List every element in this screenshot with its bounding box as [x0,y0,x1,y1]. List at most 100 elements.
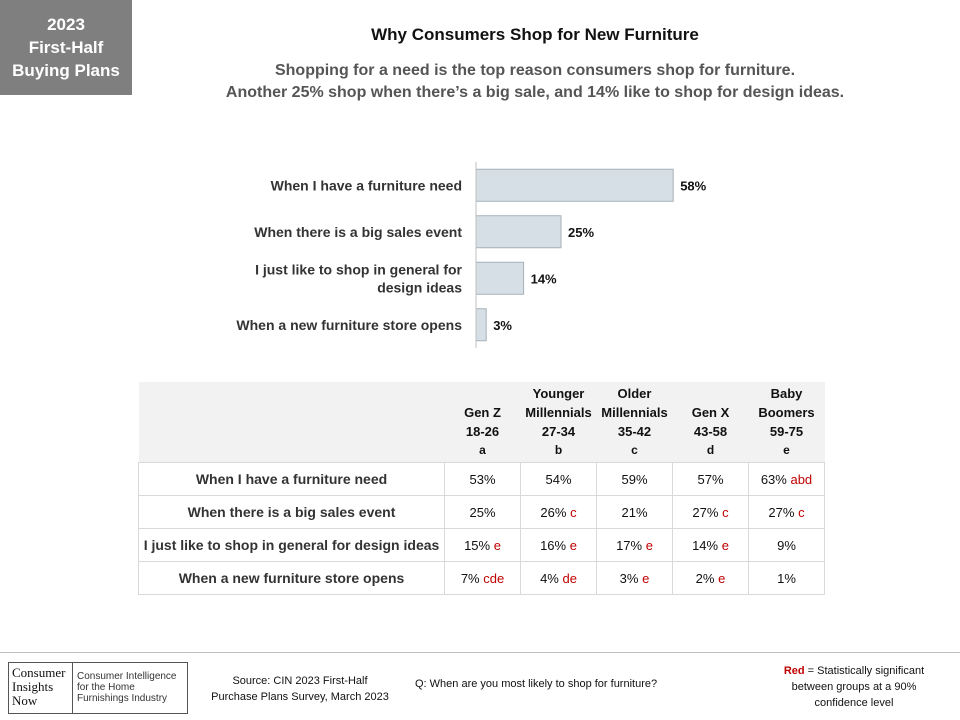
significance-text: between groups at a 90% [791,681,917,693]
category-label: When I have a furniture need [271,177,462,193]
significance-letters: e [642,537,653,553]
column-header-line: d [706,443,715,457]
table-cell: 59% [596,462,673,496]
badge-year: 2023 [47,15,85,34]
category-label: When a new furniture store opens [236,317,462,333]
cell-value: 1% [777,570,796,586]
column-header-line: e [783,443,790,457]
row-label: I just like to shop in general for desig… [138,528,445,562]
column-header-line: Baby [770,386,803,401]
table-cell: 14% e [672,528,749,562]
table-cell: 21% [596,495,673,529]
badge-period: First-Half [28,38,104,57]
cell-value: 16% [540,537,567,553]
category-label: I just like to shop in general for [255,261,462,277]
table-cell: 53% [444,462,521,496]
column-header: Older Millennials 35-42 c [596,382,673,463]
significance-note: Red = Statistically significant between … [760,663,948,711]
significance-letters: e [718,537,729,553]
bar-value-label: 25% [568,225,594,240]
table-cell: 57% [672,462,749,496]
column-header-line: Younger [532,386,585,401]
logo-tagline: Consumer Intelligence for the Home Furni… [73,663,187,713]
table-cell: 2% e [672,561,749,595]
table-cell: 16% e [520,528,597,562]
cell-value: 59% [621,471,648,487]
cell-value: 27% [768,504,795,520]
row-label: When a new furniture store opens [138,561,445,595]
table-cell: 15% e [444,528,521,562]
table-cell: 63% abd [748,462,825,496]
table-cell: 26% c [520,495,597,529]
category-label: design ideas [377,279,462,295]
bar [475,168,674,202]
footer-divider [0,652,960,653]
bar-value-label: 58% [680,178,706,193]
significance-letters: c [794,504,805,520]
logo-word: Insights [12,679,54,694]
logo-word: Consumer [12,665,66,680]
cell-value: 25% [469,504,496,520]
row-label: When I have a furniture need [138,462,445,496]
cell-value: 53% [469,471,496,487]
significance-letters: e [714,570,726,586]
column-header-line: Millennials [525,405,592,420]
badge-topic: Buying Plans [12,61,120,80]
cell-value: 9% [777,537,796,553]
significance-letters: c [566,504,577,520]
cell-value: 2% [695,570,715,586]
significance-text: confidence level [814,697,894,709]
table-corner [138,382,445,463]
bar-value-label: 3% [493,318,512,333]
cell-value: 57% [697,471,724,487]
column-header: Gen X 43-58 d [672,382,749,463]
cell-value: 7% [460,570,480,586]
column-header-line: Gen Z [464,405,501,420]
column-header-line: a [479,443,486,457]
column-header-line: Millennials [601,405,668,420]
tagline-line: Furnishings Industry [77,693,168,704]
significance-letters: e [490,537,501,553]
category-label: When there is a big sales event [254,224,462,240]
significance-letters: e [638,570,650,586]
significance-letters: c [718,504,729,520]
table-cell: 4% de [520,561,597,595]
table-cell: 9% [748,528,825,562]
table-row: When a new furniture store opens 7% cde 4%… [138,561,825,595]
column-header-line: Older [617,386,652,401]
significance-letters: abd [786,471,813,487]
bar [475,215,562,249]
source-line: Source: CIN 2023 First-Half [232,675,368,687]
cell-value: 3% [619,570,639,586]
source-line: Purchase Plans Survey, March 2023 [211,691,389,703]
subtitle-line-2: Another 25% shop when there’s a big sale… [225,84,845,101]
column-header: Gen Z 18-26 a [444,382,521,463]
bar-chart: 58% When I have a furniture need 25% When t… [236,162,707,348]
slide-subtitle: Shopping for a need is the top reason co… [150,60,920,104]
generation-table: Gen Z 18-26 a Younger Millennials 27-34 b Older… [138,382,825,595]
cell-value: 17% [616,537,643,553]
row-label: When there is a big sales event [138,495,445,529]
source-note: Source: CIN 2023 First-Half Purchase Pla… [200,673,400,705]
tagline-line: Consumer Intelligence [77,671,177,682]
bar-value-label: 14% [531,271,557,286]
cell-value: 14% [692,537,719,553]
column-header-line: 59-75 [769,424,804,439]
column-header-line: Boomers [758,405,815,420]
column-header-line: b [554,443,563,457]
column-header: Younger Millennials 27-34 b [520,382,597,463]
cell-value: 27% [692,504,719,520]
significance-letters: de [558,570,577,586]
significance-letters: e [566,537,577,553]
table-cell: 3% e [596,561,673,595]
column-header-line: 43-58 [693,424,728,439]
subtitle-line-1: Shopping for a need is the top reason co… [274,62,796,79]
table-cell: 25% [444,495,521,529]
slide-title: Why Consumers Shop for New Furniture [371,25,699,44]
bar [475,308,487,342]
column-header-line: Gen X [691,405,730,420]
company-logo: Consumer Insights Now Consumer Intellige… [8,662,188,714]
logo-wordmark: Consumer Insights Now [9,663,73,713]
column-header-line: 18-26 [465,424,500,439]
